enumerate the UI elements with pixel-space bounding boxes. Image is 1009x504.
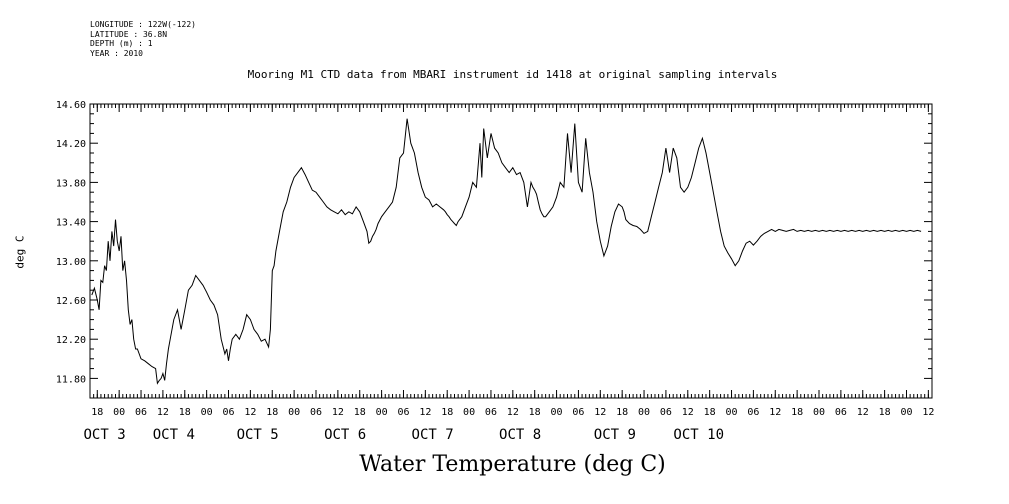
- plot-frame: [89, 103, 933, 399]
- x-tick-label: 06: [835, 407, 847, 418]
- x-date-label: OCT 10: [673, 427, 724, 443]
- x-tick-label: 12: [244, 407, 256, 418]
- x-tick-label: 18: [704, 407, 716, 418]
- meta-year: YEAR : 2010: [90, 48, 143, 58]
- x-tick-label: 00: [900, 407, 912, 418]
- x-tick-label: 18: [616, 407, 628, 418]
- x-tick-label: 12: [507, 407, 519, 418]
- x-date-label: OCT 7: [412, 427, 454, 443]
- x-tick-label: 00: [726, 407, 738, 418]
- x-date-label: OCT 9: [594, 427, 636, 443]
- y-tick-label: 13.40: [56, 218, 86, 229]
- x-tick-label: 12: [419, 407, 431, 418]
- x-tick-label: 00: [288, 407, 300, 418]
- x-tick-label: 18: [179, 407, 191, 418]
- y-tick-label: 11.80: [56, 374, 86, 385]
- x-tick-label: 06: [660, 407, 672, 418]
- metadata-block: LONGITUDE : 122W(-122) LATITUDE : 36.8N …: [90, 20, 196, 58]
- x-axis-label: Water Temperature (deg C): [359, 452, 666, 477]
- x-axis: 18 00 06 12 18 00 06 12 18 00 06 12 18 00 06 12 18 00 06 12…: [84, 104, 934, 443]
- x-tick-label: 18: [791, 407, 803, 418]
- x-tick-label: 06: [485, 407, 497, 418]
- x-tick-label: 18: [91, 407, 103, 418]
- x-tick-label: 12: [332, 407, 344, 418]
- x-tick-label: 00: [376, 407, 388, 418]
- x-tick-label: 00: [638, 407, 650, 418]
- x-date-label: OCT 5: [237, 427, 279, 443]
- y-tick-label: 13.00: [56, 257, 86, 268]
- x-tick-label: 06: [747, 407, 759, 418]
- x-date-label: OCT 4: [153, 427, 195, 443]
- x-date-label: OCT 8: [499, 427, 541, 443]
- x-tick-label: 06: [135, 407, 147, 418]
- x-tick-label: 00: [201, 407, 213, 418]
- x-date-label: OCT 3: [84, 427, 126, 443]
- x-tick-label: 12: [594, 407, 606, 418]
- series-group: [91, 118, 922, 385]
- x-tick-label: 18: [354, 407, 366, 418]
- series-line: [91, 118, 922, 385]
- x-tick-label: 00: [113, 407, 125, 418]
- meta-latitude: LATITUDE : 36.8N: [90, 29, 168, 39]
- x-tick-label: 00: [813, 407, 825, 418]
- y-tick-label: 12.60: [56, 296, 86, 307]
- y-tick-label: 14.20: [56, 139, 86, 150]
- y-tick-label: 13.80: [56, 178, 86, 189]
- chart-title: Mooring M1 CTD data from MBARI instrumen…: [247, 68, 778, 81]
- x-tick-label: 18: [879, 407, 891, 418]
- x-tick-label: 06: [222, 407, 234, 418]
- x-tick-label: 00: [463, 407, 475, 418]
- x-tick-label: 06: [310, 407, 322, 418]
- y-axis: 11.80 12.20 12.60 13.00 13.40 13.80 14.20 14.60: [56, 100, 932, 385]
- x-tick-label: 00: [551, 407, 563, 418]
- x-tick-label: 18: [441, 407, 453, 418]
- x-tick-label: 12: [769, 407, 781, 418]
- x-date-label: OCT 6: [324, 427, 366, 443]
- x-tick-label: 12: [857, 407, 869, 418]
- x-tick-label: 12: [682, 407, 694, 418]
- x-tick-label: 18: [266, 407, 278, 418]
- y-tick-label: 14.60: [56, 100, 86, 111]
- x-tick-label: 12: [922, 407, 934, 418]
- x-tick-label: 06: [572, 407, 584, 418]
- meta-longitude: LONGITUDE : 122W(-122): [90, 20, 196, 29]
- meta-depth: DEPTH (m) : 1: [90, 39, 153, 49]
- x-tick-label: 18: [529, 407, 541, 418]
- y-tick-label: 12.20: [56, 335, 86, 346]
- x-tick-label: 06: [397, 407, 409, 418]
- x-tick-label: 12: [157, 407, 169, 418]
- plot-border: [89, 103, 933, 399]
